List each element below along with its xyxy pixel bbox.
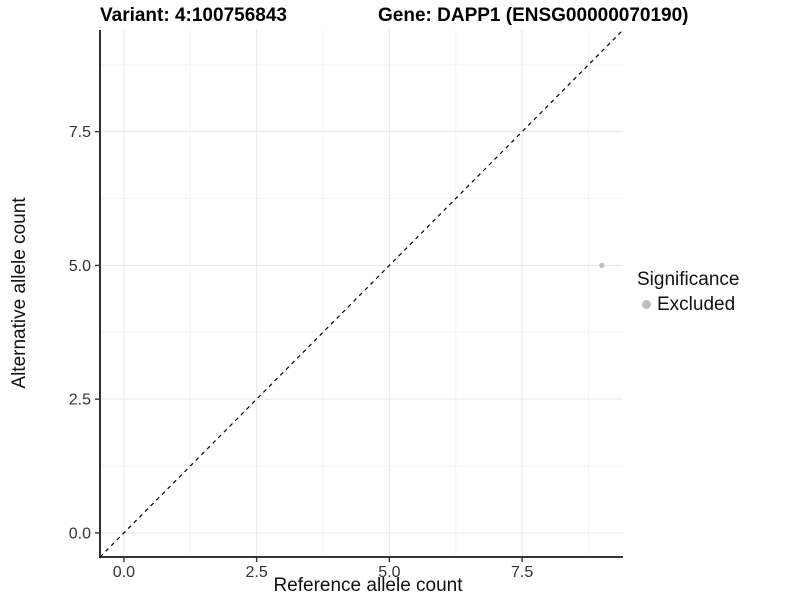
y-tick-label: 0.0 [69,525,91,542]
legend-title: Significance [637,269,740,290]
x-tick-label: 5.0 [378,564,400,581]
identity-reference-line [99,29,624,558]
x-tick-label: 0.0 [113,564,135,581]
y-tick-label: 2.5 [69,392,91,409]
excluded-dot-icon [642,300,651,310]
legend-item-label: Excluded [657,293,736,315]
legend-item-excluded: Excluded [637,294,739,316]
x-tick-label: 2.5 [246,564,268,581]
y-tick-label: 5.0 [69,258,91,275]
y-axis-title: Alternative allele count [9,197,30,389]
y-tick-label: 7.5 [69,124,91,141]
x-tick-label: 7.5 [511,564,533,581]
gene-title: Gene: DAPP1 (ENSG00000070190) [378,5,689,26]
legend: Significance Excluded [637,269,739,316]
x-axis-title: Reference allele count [273,575,463,596]
variant-title: Variant: 4:100756843 [100,5,287,26]
data-point [599,262,605,269]
